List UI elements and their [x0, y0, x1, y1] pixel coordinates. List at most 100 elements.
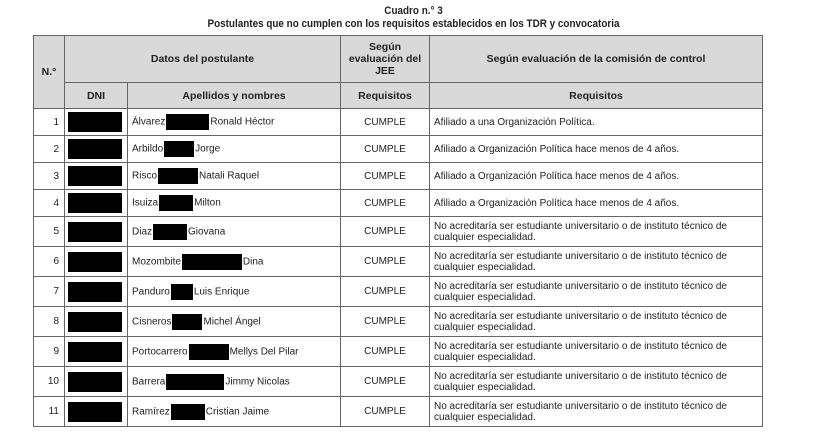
row-number: 3 — [33, 162, 65, 190]
given-names: Luis Enrique — [193, 286, 250, 298]
dni-cell — [64, 189, 128, 217]
surname: Ramírez — [132, 406, 170, 418]
comision-requirement: No acreditaría ser estudiante universita… — [429, 246, 763, 277]
table-row: 3 Risco Natali Raquel CUMPLE Afiliado a O… — [33, 162, 763, 190]
surname: Risco — [132, 170, 158, 182]
table-row: 7 Panduro Luis Enrique CUMPLE No acredita… — [33, 276, 763, 307]
given-names: Natali Raquel — [199, 170, 260, 182]
redacted-surname — [164, 141, 195, 157]
given-names: Jimmy Nicolas — [225, 376, 290, 388]
name-cell: Isuiza Milton — [127, 189, 341, 217]
surname: Arbildo — [132, 143, 164, 155]
dni-cell — [64, 366, 128, 397]
comision-requirement: Afiliado a una Organización Política. — [429, 108, 763, 136]
name-cell: Cisneros Michel Ángel — [127, 306, 341, 337]
redacted-surname — [166, 114, 210, 130]
table-row: 9 Portocarrero Mellys Del Pilar CUMPLE No… — [33, 336, 763, 367]
header-nombres: Apellidos y nombres — [127, 82, 341, 109]
redacted-surname — [181, 253, 242, 270]
dni-cell — [64, 396, 128, 427]
comision-requirement: No acreditaría ser estudiante universita… — [429, 306, 763, 337]
jee-status: CUMPLE — [340, 366, 430, 397]
redacted-dni — [68, 139, 122, 159]
table-row: 11 Ramírez Cristian Jaime CUMPLE No acred… — [33, 396, 763, 427]
redacted-dni — [68, 401, 122, 422]
redacted-surname — [166, 373, 225, 390]
row-number: 6 — [33, 246, 65, 277]
surname: Cisneros — [132, 316, 172, 328]
redacted-dni — [68, 341, 122, 362]
table-row: 6 Mozombite Dina CUMPLE No acreditaría se… — [33, 246, 763, 277]
surname: Portocarrero — [132, 346, 188, 358]
redacted-dni — [68, 193, 122, 213]
postulantes-table: N.° Datos del postulante Según evaluació… — [33, 35, 763, 427]
redacted-surname — [170, 283, 193, 300]
header-req-jee: Requisitos — [340, 82, 430, 109]
surname: Álvarez — [132, 116, 166, 128]
jee-status: CUMPLE — [340, 306, 430, 337]
comision-requirement: No acreditaría ser estudiante universita… — [429, 216, 763, 247]
given-names: Mellys Del Pilar — [229, 346, 299, 358]
table-row: 10 Barrera Jimmy Nicolas CUMPLE No acredi… — [33, 366, 763, 397]
table-subtitle: Postulantes que no cumplen con los requi… — [207, 18, 620, 30]
redacted-surname — [158, 168, 199, 184]
name-cell: Ramírez Cristian Jaime — [127, 396, 341, 427]
header-datos: Datos del postulante — [64, 35, 341, 83]
redacted-dni — [68, 371, 122, 392]
row-number: 11 — [33, 396, 65, 427]
given-names: Milton — [194, 197, 221, 209]
dni-cell — [64, 162, 128, 190]
name-cell: Mozombite Dina — [127, 246, 341, 277]
table-row: 8 Cisneros Michel Ángel CUMPLE No acredit… — [33, 306, 763, 337]
jee-status: CUMPLE — [340, 162, 430, 190]
surname: Panduro — [132, 286, 170, 298]
jee-status: CUMPLE — [340, 189, 430, 217]
comision-requirement: No acreditaría ser estudiante universita… — [429, 396, 763, 427]
surname: Diaz — [132, 226, 153, 238]
jee-status: CUMPLE — [340, 396, 430, 427]
header-comision: Según evaluación de la comisión de contr… — [429, 35, 763, 83]
comision-requirement: No acreditaría ser estudiante universita… — [429, 366, 763, 397]
dni-cell — [64, 216, 128, 247]
dni-cell — [64, 336, 128, 367]
dni-cell — [64, 135, 128, 163]
comision-requirement: Afiliado a Organización Política hace me… — [429, 135, 763, 163]
redacted-dni — [68, 311, 122, 332]
comision-requirement: No acreditaría ser estudiante universita… — [429, 336, 763, 367]
redacted-dni — [68, 166, 122, 186]
jee-status: CUMPLE — [340, 216, 430, 247]
given-names: Jorge — [195, 143, 221, 155]
dni-cell — [64, 306, 128, 337]
header-req-comision: Requisitos — [429, 82, 763, 109]
row-number: 5 — [33, 216, 65, 247]
given-names: Ronald Héctor — [210, 116, 275, 128]
table-row: 1 Álvarez Ronald Héctor CUMPLE Afiliado a… — [33, 108, 763, 136]
surname: Isuiza — [132, 197, 159, 209]
table-caption: Cuadro n.° 3 — [384, 5, 443, 17]
jee-status: CUMPLE — [340, 246, 430, 277]
redacted-dni — [68, 221, 122, 242]
jee-status: CUMPLE — [340, 108, 430, 136]
surname: Barrera — [132, 376, 166, 388]
jee-status: CUMPLE — [340, 336, 430, 367]
redacted-surname — [172, 313, 203, 330]
table-row: 2 Arbildo Jorge CUMPLE Afiliado a Organiz… — [33, 135, 763, 163]
redacted-dni — [68, 112, 122, 132]
row-number: 4 — [33, 189, 65, 217]
redacted-surname — [188, 343, 229, 360]
table-row: 5 Diaz Giovana CUMPLE No acreditaría ser … — [33, 216, 763, 247]
comision-requirement: Afiliado a Organización Política hace me… — [429, 162, 763, 190]
comision-requirement: Afiliado a Organización Política hace me… — [429, 189, 763, 217]
redacted-dni — [68, 281, 122, 302]
name-cell: Arbildo Jorge — [127, 135, 341, 163]
name-cell: Portocarrero Mellys Del Pilar — [127, 336, 341, 367]
header-jee: Según evaluación del JEE — [340, 35, 430, 83]
dni-cell — [64, 276, 128, 307]
redacted-surname — [159, 195, 194, 211]
header-num: N.° — [33, 35, 65, 109]
dni-cell — [64, 246, 128, 277]
row-number: 10 — [33, 366, 65, 397]
row-number: 1 — [33, 108, 65, 136]
given-names: Dina — [242, 256, 264, 268]
row-number: 7 — [33, 276, 65, 307]
